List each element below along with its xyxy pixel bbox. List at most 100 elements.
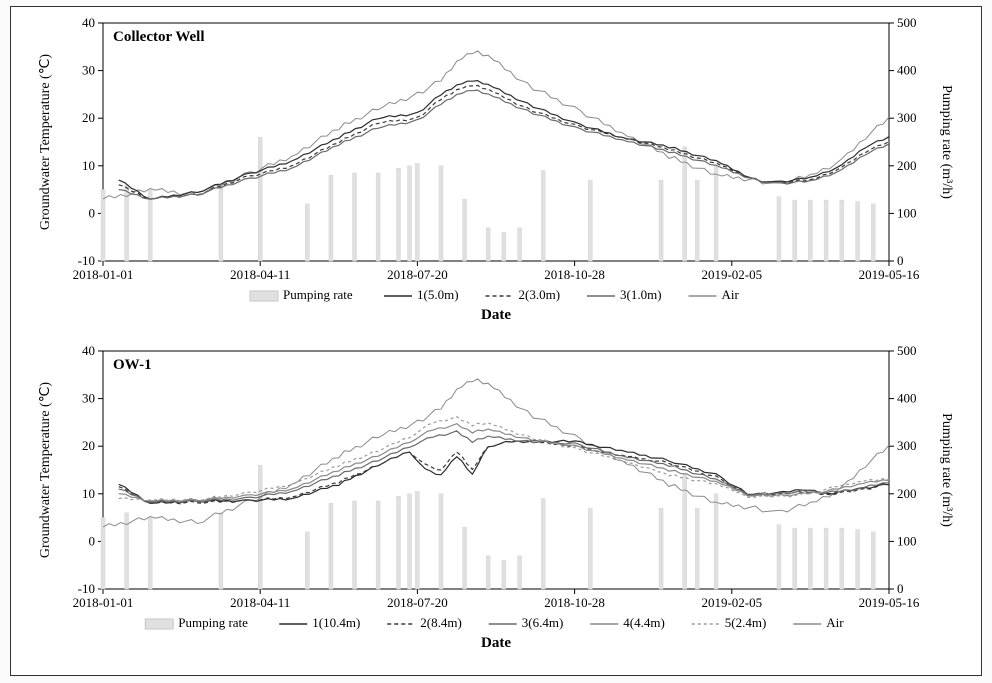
y2-axis-label: Pumping rate (m³/h): [939, 413, 954, 527]
y2-tick-label: 500: [897, 15, 917, 30]
pumping-bar: [808, 200, 812, 261]
x-tick-label: 2018-04-11: [230, 267, 290, 282]
pumping-bar: [502, 560, 506, 589]
pumping-bar: [714, 494, 718, 589]
legend-item: Pumping rate: [145, 615, 248, 630]
pumping-bar: [258, 465, 262, 589]
y2-tick-label: 100: [897, 533, 917, 548]
legend-item: 1(10.4m): [279, 615, 360, 630]
y1-tick-label: 40: [82, 343, 95, 358]
legend-label: 2(8.4m): [420, 615, 462, 630]
pumping-bar: [714, 166, 718, 261]
pumping-bar: [840, 200, 844, 261]
x-tick-label: 2018-04-11: [230, 595, 290, 610]
pumping-bar: [777, 197, 781, 261]
x-tick-label: 2019-05-16: [859, 267, 920, 282]
x-tick-label: 2019-05-16: [859, 595, 920, 610]
pumping-bar: [659, 180, 663, 261]
legend-label: 5(2.4m): [725, 615, 767, 630]
y1-tick-label: 20: [82, 438, 95, 453]
pumping-bar: [415, 163, 419, 261]
legend-item: 4(4.4m): [590, 615, 665, 630]
legend-item: Air: [689, 287, 740, 302]
pumping-bar: [353, 173, 357, 261]
y1-tick-label: 0: [89, 533, 96, 548]
legend-item: Air: [793, 615, 844, 630]
x-tick-label: 2018-10-28: [544, 595, 605, 610]
legend-item: 1(5.0m): [384, 287, 459, 302]
y2-tick-label: 100: [897, 205, 917, 220]
pumping-bar: [397, 496, 401, 589]
y1-tick-label: -10: [78, 581, 95, 596]
pumping-bar: [353, 501, 357, 589]
x-tick-label: 2018-10-28: [544, 267, 605, 282]
pumping-bar: [486, 556, 490, 589]
pumping-bar: [683, 475, 687, 589]
pumping-bar: [793, 200, 797, 261]
pumping-bar: [219, 185, 223, 261]
pumping-bar: [777, 525, 781, 589]
chart-ow-1: -1001020304001002003004005002018-01-0120…: [17, 339, 975, 667]
x-tick-label: 2019-02-05: [701, 595, 762, 610]
legend-label: Pumping rate: [178, 615, 248, 630]
y2-tick-label: 500: [897, 343, 917, 358]
x-tick-label: 2018-07-20: [387, 595, 448, 610]
y2-tick-label: 300: [897, 438, 917, 453]
pumping-bar: [871, 204, 875, 261]
pumping-bar: [695, 508, 699, 589]
y2-axis-label: Pumping rate (m³/h): [939, 85, 954, 199]
pumping-bar: [502, 232, 506, 261]
y1-tick-label: 30: [82, 63, 95, 78]
pumping-bar: [148, 518, 152, 589]
y2-tick-label: 400: [897, 391, 917, 406]
pumping-bar: [101, 518, 105, 589]
pumping-bar: [408, 166, 412, 261]
y1-tick-label: 10: [82, 486, 95, 501]
pumping-bar: [659, 508, 663, 589]
legend-label: 3(1.0m): [620, 287, 662, 302]
pumping-bar: [793, 528, 797, 589]
legend-item: 3(6.4m): [489, 615, 564, 630]
pumping-bar: [148, 190, 152, 261]
x-tick-label: 2018-01-01: [73, 267, 134, 282]
y1-tick-label: 20: [82, 110, 95, 125]
legend-label: Air: [722, 287, 740, 302]
pumping-bar: [808, 528, 812, 589]
pumping-bar: [486, 228, 490, 261]
pumping-bar: [856, 202, 860, 262]
y2-tick-label: 0: [897, 581, 904, 596]
pumping-bar: [588, 180, 592, 261]
y1-tick-label: 10: [82, 158, 95, 173]
pumping-bar: [101, 190, 105, 261]
pumping-bar: [439, 166, 443, 261]
pumping-bar: [824, 200, 828, 261]
pumping-bar: [415, 491, 419, 589]
y1-axis-label: Groundwater Temperature (℃): [38, 382, 53, 559]
pumping-bar: [463, 527, 467, 589]
pumping-bar: [824, 528, 828, 589]
legend-label: 1(10.4m): [312, 615, 360, 630]
legend-item: Pumping rate: [250, 287, 353, 302]
pumping-bar: [408, 494, 412, 589]
pumping-bar: [376, 173, 380, 261]
pumping-bar: [258, 137, 262, 261]
x-tick-label: 2019-02-05: [701, 267, 762, 282]
legend-item: 5(2.4m): [692, 615, 767, 630]
legend-item: 3(1.0m): [587, 287, 662, 302]
y1-tick-label: 0: [89, 205, 96, 220]
y1-tick-label: 40: [82, 15, 95, 30]
legend-item: 2(3.0m): [486, 287, 561, 302]
pumping-bar: [305, 532, 309, 589]
y2-tick-label: 400: [897, 63, 917, 78]
y1-tick-label: 30: [82, 391, 95, 406]
legend-item: 2(8.4m): [387, 615, 462, 630]
pumping-bar: [840, 528, 844, 589]
legend-label: Pumping rate: [283, 287, 353, 302]
pumping-bar: [871, 532, 875, 589]
pumping-bar: [683, 147, 687, 261]
pumping-bar: [463, 199, 467, 261]
x-axis-title: Date: [481, 307, 511, 323]
y2-tick-label: 200: [897, 486, 917, 501]
legend-label: 1(5.0m): [417, 287, 459, 302]
pumping-bar: [588, 508, 592, 589]
